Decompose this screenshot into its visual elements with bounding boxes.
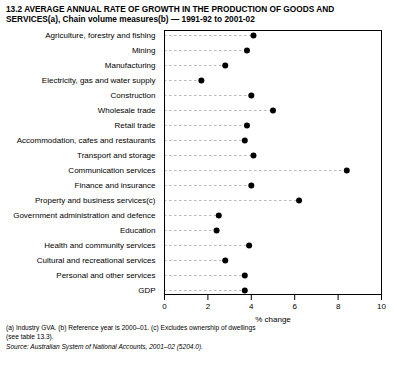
svg-text:Education: Education (120, 226, 156, 235)
html-text:SERVICES(a), Chain volume meas: SERVICES(a), Chain volume measures(b) — … (6, 14, 255, 24)
svg-text:Retail trade: Retail trade (115, 121, 156, 130)
svg-text:Mining: Mining (132, 46, 156, 55)
svg-text:Finance and insurance: Finance and insurance (75, 181, 156, 190)
svg-text:Manufacturing: Manufacturing (105, 61, 156, 70)
svg-text:GDP: GDP (138, 286, 155, 295)
svg-text:Health and community services: Health and community services (44, 241, 155, 250)
svg-text:Accommodation, cafes and resta: Accommodation, cafes and restaurants (17, 136, 156, 145)
svg-text:4: 4 (249, 302, 254, 311)
svg-text:Government administration and: Government administration and defence (13, 211, 156, 220)
html-text:(a) Industry GVA. (b) Referenc: (a) Industry GVA. (b) Reference year is … (6, 324, 256, 331)
svg-text:2: 2 (206, 302, 211, 311)
svg-text:6: 6 (292, 302, 297, 311)
html-text:13.2 AVERAGE ANNUAL RATE OF GR: 13.2 AVERAGE ANNUAL RATE OF GROWTH IN TH… (6, 4, 335, 14)
svg-text:Property and business services: Property and business services(c) (35, 196, 156, 205)
svg-text:Construction: Construction (111, 91, 156, 100)
html-text:Source: Australian System of N: Source: Australian System of National Ac… (6, 343, 204, 350)
html-text:(see table 13.3).: (see table 13.3). (6, 332, 54, 340)
svg-text:Electricity, gas and water sup: Electricity, gas and water supply (42, 76, 156, 85)
svg-text:Communication services: Communication services (68, 166, 155, 175)
svg-text:Agriculture, forestry and fish: Agriculture, forestry and fishing (45, 31, 155, 40)
svg-text:Transport and storage: Transport and storage (77, 151, 156, 160)
svg-text:0: 0 (162, 302, 167, 311)
svg-text:% change: % change (255, 315, 291, 324)
svg-text:Cultural and recreational serv: Cultural and recreational services (37, 256, 156, 265)
svg-text:8: 8 (336, 302, 341, 311)
svg-text:Personal and other services: Personal and other services (56, 271, 155, 280)
svg-text:Wholesale trade: Wholesale trade (98, 106, 156, 115)
svg-text:10: 10 (377, 302, 386, 311)
